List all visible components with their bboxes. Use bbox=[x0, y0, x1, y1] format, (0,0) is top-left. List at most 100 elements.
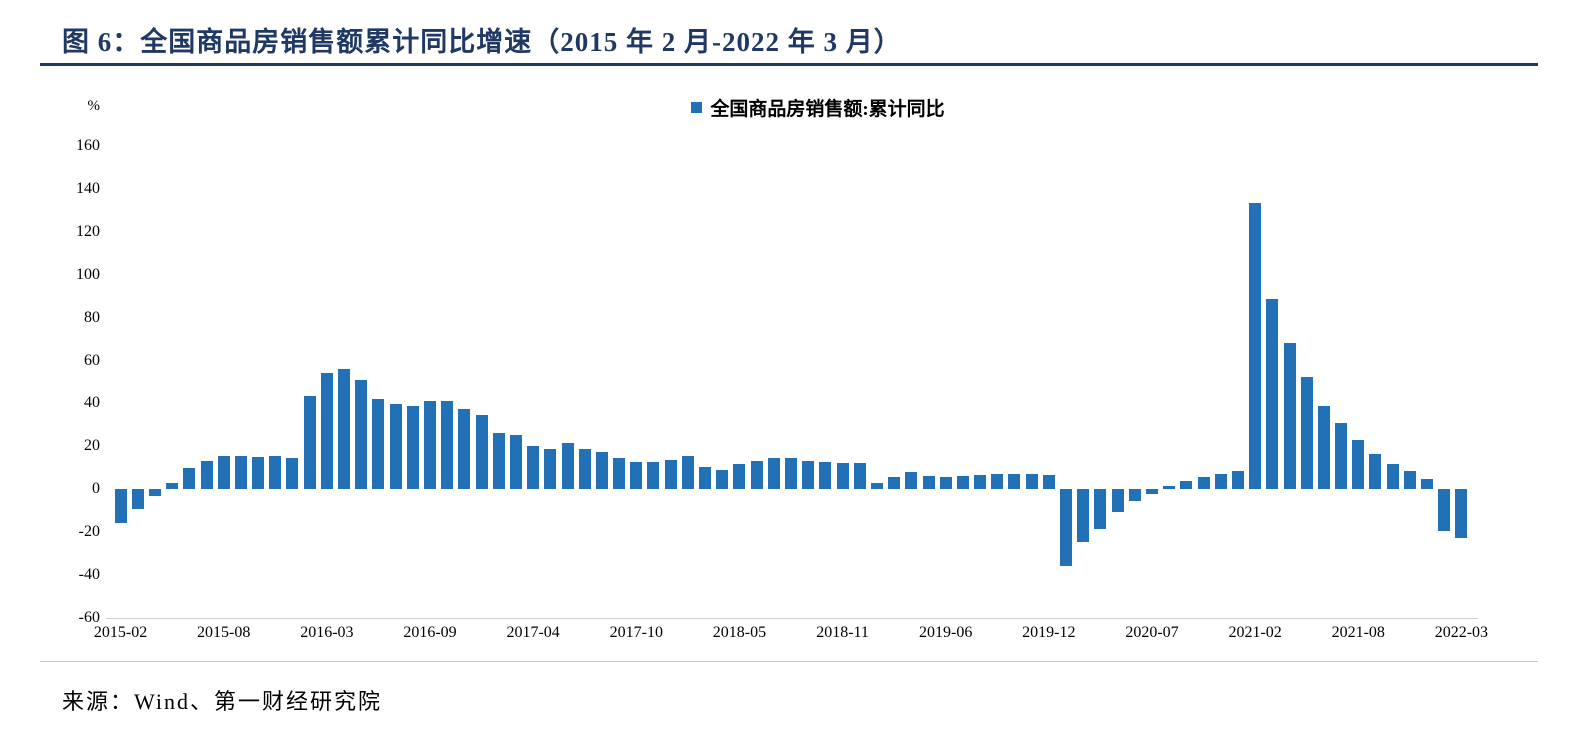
legend: 全国商品房销售额:累计同比 bbox=[0, 96, 1578, 120]
bar-2018-12 bbox=[853, 463, 866, 490]
bar-2015-06 bbox=[183, 467, 196, 490]
bar-2021-02 bbox=[1249, 203, 1262, 490]
bar-2022-02 bbox=[1438, 489, 1451, 531]
bar-2019-03 bbox=[888, 477, 901, 490]
y-tick-label: 100 bbox=[76, 265, 100, 283]
bar-2021-11 bbox=[1403, 471, 1416, 490]
bar-2016-04 bbox=[338, 369, 351, 490]
bar-2015-04 bbox=[148, 489, 161, 496]
bar-2015-09 bbox=[234, 456, 247, 490]
x-tick-label: 2018-11 bbox=[816, 624, 869, 641]
legend-swatch-icon bbox=[691, 101, 703, 113]
y-axis-unit-label: % bbox=[87, 98, 101, 114]
bar-2020-07 bbox=[1145, 489, 1158, 494]
bar-2016-05 bbox=[355, 380, 368, 490]
bar-2021-05 bbox=[1300, 376, 1313, 490]
bar-2017-03 bbox=[509, 435, 522, 490]
bar-2016-11 bbox=[458, 408, 471, 490]
x-tick-label: 2021-08 bbox=[1331, 624, 1385, 641]
bar-2019-02 bbox=[870, 483, 883, 490]
y-tick-label: 60 bbox=[84, 351, 100, 369]
bar-2015-10 bbox=[252, 457, 265, 490]
bar-2020-05 bbox=[1111, 489, 1124, 512]
bar-2015-07 bbox=[200, 460, 213, 490]
bar-2018-09 bbox=[802, 460, 815, 490]
bar-2022-03 bbox=[1455, 489, 1468, 538]
bar-2019-05 bbox=[922, 476, 935, 490]
bar-2017-11 bbox=[647, 462, 660, 490]
bar-2018-02 bbox=[681, 456, 694, 490]
bar-2018-03 bbox=[699, 466, 712, 490]
bar-2021-07 bbox=[1335, 423, 1348, 490]
source-note: 来源：Wind、第一财经研究院 bbox=[62, 689, 382, 714]
bar-2015-11 bbox=[269, 455, 282, 490]
bar-2020-12 bbox=[1231, 470, 1244, 490]
x-tick-label: 2021-02 bbox=[1228, 624, 1282, 641]
y-tick-label: -20 bbox=[78, 523, 100, 541]
bar-2017-06 bbox=[561, 443, 574, 490]
x-tick-label: 2017-10 bbox=[609, 624, 663, 641]
y-tick-label: -40 bbox=[78, 566, 100, 584]
bar-2018-04 bbox=[716, 469, 729, 490]
y-tick-label: 0 bbox=[92, 480, 100, 498]
x-tick-label: 2019-06 bbox=[919, 624, 973, 641]
x-tick-label: 2015-08 bbox=[197, 624, 251, 641]
x-tick-label: 2022-03 bbox=[1434, 624, 1489, 641]
footer-rule bbox=[40, 661, 1538, 662]
bar-2018-07 bbox=[767, 458, 780, 490]
bar-2020-02 bbox=[1060, 489, 1073, 567]
bar-2017-12 bbox=[664, 459, 677, 490]
bar-2018-11 bbox=[836, 463, 849, 490]
bar-2017-10 bbox=[630, 462, 643, 490]
bar-2016-03 bbox=[320, 373, 333, 490]
bar-2019-09 bbox=[991, 474, 1004, 490]
bar-2019-11 bbox=[1025, 473, 1038, 490]
figure-title: 图 6：全国商品房销售额累计同比增速（2015 年 2 月-2022 年 3 月… bbox=[62, 27, 902, 57]
bar-2021-03 bbox=[1266, 299, 1279, 490]
x-axis-line bbox=[106, 618, 1478, 619]
bar-2015-02 bbox=[114, 489, 127, 524]
bar-2017-04 bbox=[527, 446, 540, 490]
y-tick-label: -60 bbox=[78, 609, 100, 626]
y-tick-label: 140 bbox=[76, 179, 100, 197]
bar-2019-08 bbox=[974, 474, 987, 490]
bar-2021-08 bbox=[1352, 440, 1365, 490]
bar-2016-12 bbox=[475, 414, 488, 490]
bar-2015-08 bbox=[217, 456, 230, 490]
bar-2017-02 bbox=[492, 433, 505, 490]
x-tick-label: 2015-02 bbox=[93, 624, 148, 641]
bar-2021-04 bbox=[1283, 342, 1296, 490]
bar-2020-04 bbox=[1094, 489, 1107, 530]
y-tick-label: 20 bbox=[84, 437, 100, 455]
title-rule bbox=[40, 63, 1538, 66]
bar-2018-08 bbox=[785, 458, 797, 490]
bar-2018-10 bbox=[819, 462, 832, 490]
bar-2021-12 bbox=[1421, 478, 1434, 490]
x-tick-label: 2019-12 bbox=[1022, 624, 1076, 641]
bar-2017-09 bbox=[613, 457, 626, 490]
bar-2017-05 bbox=[544, 449, 557, 490]
bar-2020-03 bbox=[1077, 489, 1090, 543]
bar-2018-06 bbox=[750, 460, 763, 490]
x-tick-label: 2017-04 bbox=[506, 624, 560, 641]
bar-2017-08 bbox=[595, 452, 608, 490]
bar-2015-05 bbox=[166, 482, 179, 490]
bar-2021-10 bbox=[1386, 463, 1399, 490]
x-tick-label: 2016-03 bbox=[300, 624, 354, 641]
bar-2021-06 bbox=[1317, 405, 1330, 490]
y-tick-label: 40 bbox=[84, 394, 100, 412]
legend-label: 全国商品房销售额:累计同比 bbox=[710, 98, 945, 120]
bar-2020-09 bbox=[1180, 481, 1193, 490]
bar-2016-06 bbox=[372, 398, 385, 490]
bar-2020-11 bbox=[1214, 473, 1227, 490]
bar-2015-03 bbox=[131, 489, 144, 510]
y-tick-label: 120 bbox=[76, 222, 100, 240]
x-tick-label: 2018-05 bbox=[712, 624, 767, 641]
y-tick-label: 160 bbox=[76, 137, 100, 154]
bar-2019-12 bbox=[1042, 475, 1055, 490]
y-tick-label: 80 bbox=[84, 308, 100, 326]
bar-2016-07 bbox=[389, 403, 402, 490]
bar-2016-02 bbox=[303, 395, 316, 490]
x-tick-label: 2020-07 bbox=[1125, 624, 1179, 641]
